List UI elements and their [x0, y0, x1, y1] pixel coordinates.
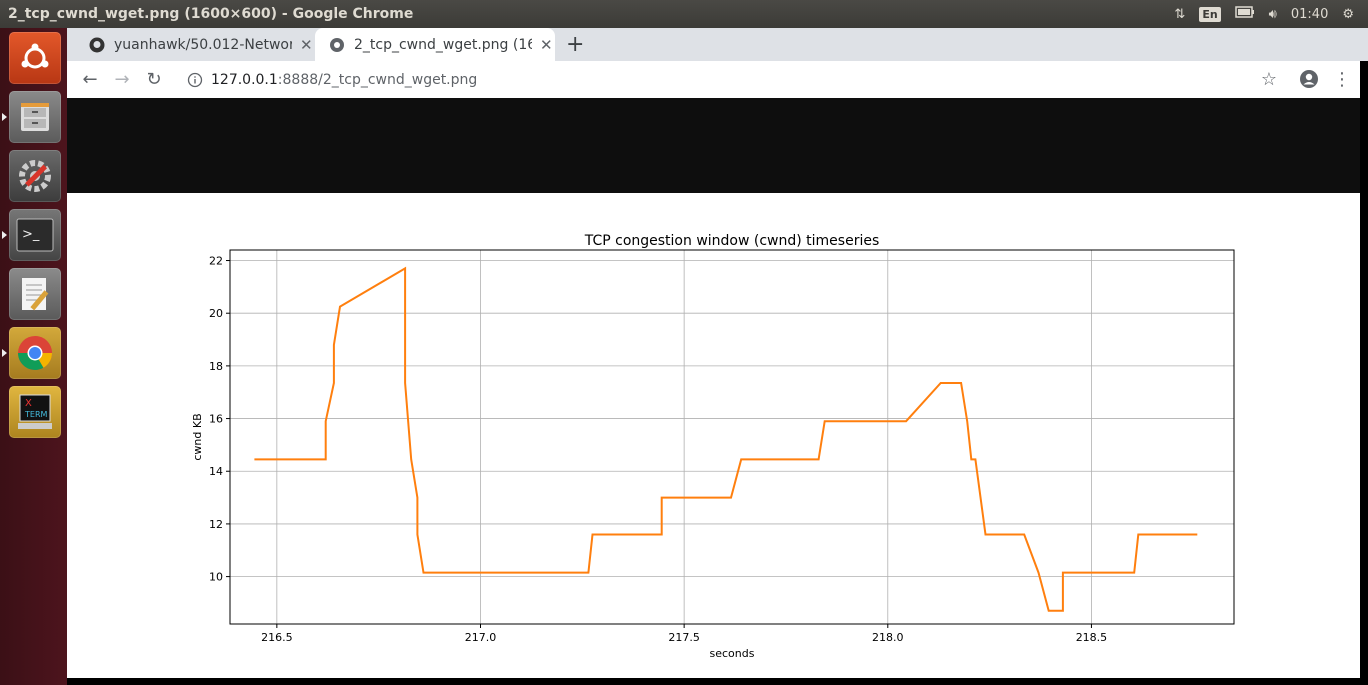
gear-icon[interactable]: ⚙ — [1342, 6, 1354, 22]
y-tick-label: 16 — [209, 413, 223, 426]
battery-icon[interactable] — [1234, 6, 1255, 22]
ubuntu-dash-button[interactable] — [9, 32, 61, 84]
tab-github[interactable]: yuanhawk/50.012-Networ ✕ — [75, 28, 315, 61]
chart-grid — [230, 250, 1234, 624]
image-canvas: 216.5 217.0 217.5 218.0 218.5 10 12 14 16 18 20 22 … — [67, 193, 1363, 678]
plot-frame — [229, 249, 1235, 625]
svg-text:>_: >_ — [22, 227, 40, 242]
system-settings-launcher-button[interactable] — [9, 150, 61, 202]
close-icon[interactable]: ✕ — [300, 35, 313, 54]
svg-text:TERM: TERM — [24, 410, 48, 419]
back-button[interactable]: ← — [82, 68, 98, 90]
file-cabinet-icon — [21, 103, 49, 131]
files-launcher-button[interactable] — [2, 91, 61, 143]
x-tick-label: 218.5 — [1076, 631, 1108, 644]
launcher: >_ X TERM — [0, 28, 67, 685]
globe-icon — [330, 37, 344, 52]
clock[interactable]: 01:40 — [1290, 6, 1329, 22]
y-tick-label: 10 — [209, 571, 223, 584]
menu-kebab-icon[interactable]: ⋮ — [1333, 68, 1351, 90]
xterm-launcher-button[interactable]: X TERM — [9, 386, 61, 438]
chrome-logo-icon — [18, 336, 52, 370]
y-tick-label: 18 — [209, 360, 223, 373]
keyboard-language-indicator[interactable]: En — [1199, 6, 1221, 22]
new-tab-button[interactable]: + — [566, 32, 585, 57]
github-icon — [89, 37, 105, 52]
address-bar[interactable]: 127.0.0.1:8888/2_tcp_cwnd_wget.png — [187, 65, 1247, 94]
y-tick-label: 22 — [209, 255, 223, 268]
svg-text:X: X — [25, 398, 32, 409]
y-tick-label: 20 — [209, 307, 223, 320]
terminal-launcher-button[interactable]: >_ — [2, 209, 61, 261]
text-editor-launcher-button[interactable] — [9, 268, 61, 320]
cwnd-chart: 216.5 217.0 217.5 218.0 218.510121416182022 … — [191, 233, 1235, 660]
bookmark-star-icon[interactable]: ☆ — [1260, 68, 1278, 90]
network-arrows-icon[interactable]: ⇅ — [1174, 6, 1186, 22]
browser-tab-strip: yuanhawk/50.012-Networ ✕ 2_tcp_cwnd_wget… — [67, 28, 1368, 61]
ubuntu-logo-icon — [21, 43, 49, 69]
window-title: 2_tcp_cwnd_wget.png (1600×600) - Google … — [8, 6, 414, 22]
y-tick-label: 14 — [209, 465, 223, 478]
x-tick-label: 217.5 — [668, 631, 700, 644]
x-tick-label: 216.5 — [261, 631, 293, 644]
tab-image[interactable]: 2_tcp_cwnd_wget.png (16 ✕ — [315, 28, 555, 61]
x-axis-label: seconds — [710, 647, 755, 660]
browser-toolbar: ← → ↻ 127.0.0.1:8888/2_tcp_cwnd_wget.png… — [67, 61, 1360, 99]
system-tray: ⇅ En 🔊︎ 01:40 ⚙ — [1174, 0, 1368, 28]
url-host: 127.0.0.1 — [211, 71, 278, 88]
profile-avatar-icon[interactable] — [1297, 67, 1321, 91]
tab-label: 2_tcp_cwnd_wget.png (16 — [354, 36, 532, 53]
forward-button[interactable]: → — [114, 68, 130, 90]
y-axis-label: cwnd KB — [191, 413, 204, 460]
y-tick-label: 12 — [209, 518, 223, 531]
chart-title: TCP congestion window (cwnd) timeseries — [584, 233, 880, 249]
url-path: :8888/2_tcp_cwnd_wget.png — [277, 71, 478, 88]
settings-gear-wrench-icon — [19, 160, 51, 192]
reload-button[interactable]: ↻ — [146, 68, 162, 90]
x-tick-label: 217.0 — [465, 631, 497, 644]
terminal-icon: >_ — [16, 218, 54, 252]
chart-ticks: 216.5 217.0 217.5 218.0 218.5 10 12 14 16 18 20 22 — [209, 255, 1107, 644]
volume-icon[interactable]: 🔊︎ — [1268, 6, 1277, 22]
info-icon[interactable] — [187, 72, 203, 88]
page-viewport: 216.5 217.0 217.5 218.0 218.5 10 12 14 16 18 20 22 … — [67, 98, 1363, 678]
tab-label: yuanhawk/50.012-Networ — [114, 36, 292, 53]
chrome-launcher-button[interactable] — [2, 327, 61, 379]
series-line-cwnd — [254, 266, 1198, 612]
x-tick-label: 218.0 — [872, 631, 904, 644]
window-right-edge — [1360, 61, 1368, 685]
system-top-bar: 2_tcp_cwnd_wget.png (1600×600) - Google … — [0, 0, 1368, 28]
close-icon[interactable]: ✕ — [540, 35, 553, 54]
text-editor-icon — [22, 278, 49, 311]
